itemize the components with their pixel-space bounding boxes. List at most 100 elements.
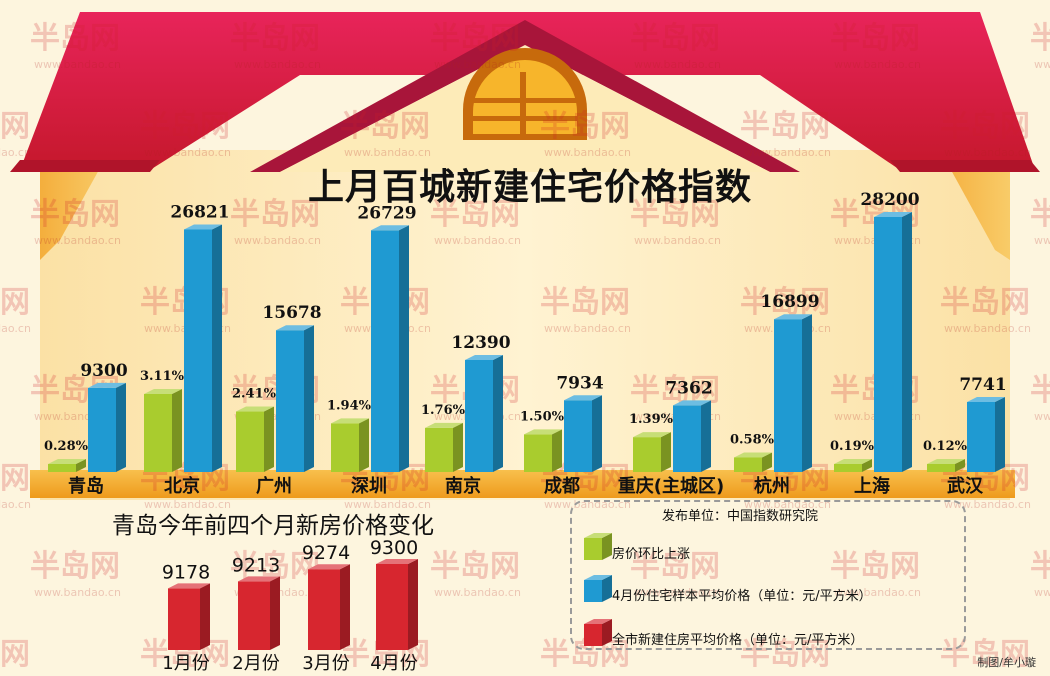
legend-label-sample-price: 4月份住宅样本平均价格（单位：元/平方米） xyxy=(612,589,872,604)
category-label: 武汉 xyxy=(947,476,984,497)
watermark-url: www.bandao.cn xyxy=(234,234,321,247)
category-label: 北京 xyxy=(164,475,200,497)
month-label: 1月份 xyxy=(162,653,209,674)
legend-label-rise: 房价环比上涨 xyxy=(612,547,691,562)
watermark-url: www.bandao.cn xyxy=(234,58,321,71)
rise-bar xyxy=(236,406,274,472)
price-bar xyxy=(371,225,409,472)
price-bar xyxy=(465,354,503,472)
watermark-url: www.bandao.cn xyxy=(634,58,721,71)
watermark-url: www.bandao.cn xyxy=(0,322,31,335)
watermark-brand: 半岛网 xyxy=(430,549,520,584)
watermark-brand: 半岛网 xyxy=(740,285,830,320)
watermark-brand: 半岛网 xyxy=(140,109,230,144)
watermark-url: www.bandao.cn xyxy=(1034,410,1050,423)
watermark-brand: 半岛网 xyxy=(1030,197,1050,232)
watermark-brand: 半岛网 xyxy=(430,197,520,232)
watermark-url: www.bandao.cn xyxy=(434,586,521,599)
price-bar xyxy=(276,325,314,472)
legend-swatches xyxy=(584,533,612,646)
rise-data-label: 3.11% xyxy=(140,369,185,384)
watermark-url: www.bandao.cn xyxy=(144,674,231,676)
watermark-url: www.bandao.cn xyxy=(344,498,431,511)
main-bar-chart: 0.28% 9300 青岛 3.11% 26821 北京 2.41% 15678 广州 1.94%… xyxy=(44,190,1007,497)
rise-data-label: 1.76% xyxy=(421,403,466,418)
month-bar xyxy=(238,576,280,650)
watermark-brand: 半岛网 xyxy=(0,637,30,672)
watermark-brand: 半岛网 xyxy=(30,549,120,584)
price-bar xyxy=(88,382,126,472)
watermark-brand: 半岛网 xyxy=(30,197,120,232)
watermark-brand: 半岛网 xyxy=(830,549,920,584)
price-bar xyxy=(774,314,812,472)
rise-data-label: 0.19% xyxy=(830,439,875,454)
watermark-brand: 半岛网 xyxy=(830,21,920,56)
rise-bar xyxy=(633,432,671,472)
watermark-url: www.bandao.cn xyxy=(944,498,1031,511)
watermark-url: www.bandao.cn xyxy=(1034,234,1050,247)
category-label: 杭州 xyxy=(754,475,790,497)
month-bar xyxy=(376,559,418,650)
watermark-brand: 半岛网 xyxy=(630,21,720,56)
rise-bar xyxy=(48,459,86,472)
watermark-url: www.bandao.cn xyxy=(34,234,121,247)
watermark-url: www.bandao.cn xyxy=(34,586,121,599)
month-bar xyxy=(308,564,350,650)
legend-box xyxy=(570,500,966,650)
price-data-label: 26821 xyxy=(170,202,229,222)
price-data-label: 7741 xyxy=(959,375,1006,395)
watermark-url: www.bandao.cn xyxy=(144,498,231,511)
watermark-brand: 半岛网 xyxy=(940,109,1030,144)
price-bar xyxy=(564,395,602,472)
watermark-url: www.bandao.cn xyxy=(34,58,121,71)
category-label: 南京 xyxy=(445,475,481,497)
watermark-url: www.bandao.cn xyxy=(834,58,921,71)
month-bar xyxy=(168,583,210,650)
rise-bar xyxy=(144,389,182,472)
price-bar xyxy=(673,400,711,472)
watermark-url: www.bandao.cn xyxy=(634,586,721,599)
price-data-label: 26729 xyxy=(357,203,416,223)
category-label: 上海 xyxy=(854,475,890,497)
watermark-brand: 半岛网 xyxy=(940,285,1030,320)
price-bar xyxy=(874,212,912,472)
category-label: 广州 xyxy=(256,475,292,497)
watermark-brand: 半岛网 xyxy=(0,109,30,144)
rise-bar xyxy=(927,459,965,472)
chart-title: 上月百城新建住宅价格指数 xyxy=(307,167,752,208)
month-label: 4月份 xyxy=(370,653,417,674)
price-data-label: 16899 xyxy=(760,292,819,312)
watermark-url: www.bandao.cn xyxy=(544,674,631,676)
legend-swatch xyxy=(584,575,612,602)
watermark-brand: 半岛网 xyxy=(0,285,30,320)
watermark-url: www.bandao.cn xyxy=(744,146,831,159)
watermark-brand: 半岛网 xyxy=(1030,21,1050,56)
watermark-brand: 半岛网 xyxy=(430,21,520,56)
category-label: 深圳 xyxy=(351,475,387,497)
rise-data-label: 1.50% xyxy=(520,409,565,424)
price-data-label: 28200 xyxy=(860,190,919,210)
watermark-url: www.bandao.cn xyxy=(434,234,521,247)
rise-data-label: 0.58% xyxy=(730,432,775,447)
price-data-label: 12390 xyxy=(451,333,510,353)
watermark-url: www.bandao.cn xyxy=(634,234,721,247)
category-label: 成都 xyxy=(544,475,580,497)
watermark-url: www.bandao.cn xyxy=(344,146,431,159)
watermark-url: www.bandao.cn xyxy=(944,146,1031,159)
watermark-brand: 半岛网 xyxy=(540,285,630,320)
watermark-url: www.bandao.cn xyxy=(0,146,31,159)
watermark-url: www.bandao.cn xyxy=(544,322,631,335)
qingdao-bar-chart: 9178 1月份 9213 2月份 9274 3月份 9300 4月份 xyxy=(162,537,418,674)
watermark-brand: 半岛网 xyxy=(230,197,320,232)
rise-bar xyxy=(734,452,772,472)
rise-data-label: 1.39% xyxy=(629,412,674,427)
category-label: 重庆(主城区) xyxy=(618,475,724,497)
watermark-brand: 半岛网 xyxy=(540,109,630,144)
rise-data-label: 2.41% xyxy=(232,387,277,402)
month-data-label: 9274 xyxy=(302,542,350,564)
legend-source: 发布单位：中国指数研究院 xyxy=(662,509,819,524)
legend-swatch xyxy=(584,533,612,560)
watermark-url: www.bandao.cn xyxy=(744,674,831,676)
month-data-label: 9178 xyxy=(162,561,210,583)
watermark-brand: 半岛网 xyxy=(30,21,120,56)
